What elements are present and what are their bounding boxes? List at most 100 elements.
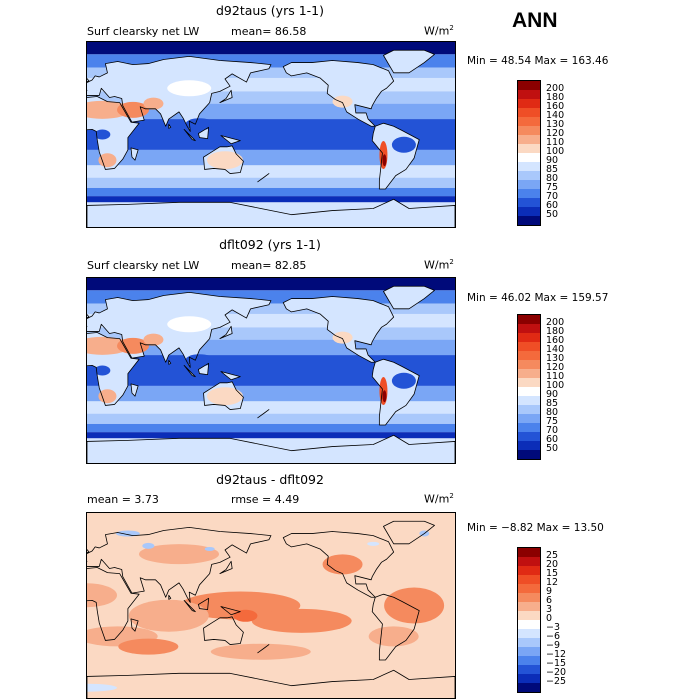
colorbar-segment <box>518 656 540 665</box>
colorbar-tick-label: 200 <box>546 317 565 328</box>
colorbar-segment <box>518 674 540 683</box>
panel-3-minmax: Min = −8.82 Max = 13.50 <box>467 522 604 534</box>
panel-3-title: d92taus - dflt092 <box>216 472 324 487</box>
colorbar-segment <box>518 638 540 647</box>
colorbar-segment <box>518 423 540 432</box>
colorbar-segment <box>518 611 540 620</box>
colorbar-segment <box>518 153 540 162</box>
colorbar-tick-label: 100 <box>546 380 565 391</box>
panel-1-map <box>86 41 456 228</box>
colorbar-segment <box>518 99 540 108</box>
colorbar-segment <box>518 593 540 602</box>
colorbar-segment <box>518 126 540 135</box>
colorbar-tick-label: 110 <box>546 371 565 382</box>
season-label: ANN <box>512 9 558 32</box>
colorbar-tick-label: 120 <box>546 128 565 139</box>
colorbar-segment <box>518 369 540 378</box>
colorbar-segment <box>518 351 540 360</box>
colorbar-segment <box>518 144 540 153</box>
colorbar-tick-label: 90 <box>546 155 559 166</box>
colorbar-segment <box>518 575 540 584</box>
panel-1-minmax: Min = 48.54 Max = 163.46 <box>467 55 609 67</box>
panel-3-left-label: mean = 3.73 <box>87 493 159 506</box>
colorbar-segment <box>518 647 540 656</box>
colorbar-segment <box>518 414 540 423</box>
colorbar-tick-label: 70 <box>546 191 559 202</box>
panel-2-left-label: Surf clearsky net LW <box>87 259 200 272</box>
colorbar-segment <box>518 629 540 638</box>
colorbar-segment <box>518 584 540 593</box>
colorbar-segment <box>518 557 540 566</box>
colorbar-segment <box>518 548 540 557</box>
colorbar-tick-label: −3 <box>546 622 561 633</box>
colorbar-tick-label: 20 <box>546 559 559 570</box>
colorbar-segment <box>518 342 540 351</box>
colorbar-segment <box>518 198 540 207</box>
colorbar-segment <box>518 683 540 692</box>
colorbar-segment <box>518 117 540 126</box>
colorbar-segment <box>518 216 540 225</box>
panel-1-colorbar <box>517 80 541 226</box>
colorbar-tick-label: 15 <box>546 568 559 579</box>
colorbar-tick-label: 120 <box>546 362 565 373</box>
colorbar-tick-label: 9 <box>546 586 553 597</box>
colorbar-segment <box>518 189 540 198</box>
panel-2-units: W/m2 <box>424 258 454 272</box>
colorbar-tick-label: 6 <box>546 595 553 606</box>
colorbar-tick-label: −12 <box>546 649 567 660</box>
colorbar-tick-label: 3 <box>546 604 553 615</box>
colorbar-tick-label: 160 <box>546 101 565 112</box>
colorbar-tick-label: 25 <box>546 550 559 561</box>
colorbar-segment <box>518 432 540 441</box>
colorbar-segment <box>518 378 540 387</box>
colorbar-tick-label: 85 <box>546 398 559 409</box>
colorbar-tick-label: 130 <box>546 353 565 364</box>
panel-3-stat-label: rmse = 4.49 <box>231 493 300 506</box>
colorbar-tick-label: 60 <box>546 200 559 211</box>
colorbar-segment <box>518 396 540 405</box>
colorbar-tick-label: −15 <box>546 658 567 669</box>
colorbar-tick-label: 80 <box>546 407 559 418</box>
colorbar-tick-label: 75 <box>546 182 559 193</box>
panel-3-units: W/m2 <box>424 492 454 506</box>
colorbar-tick-label: 110 <box>546 137 565 148</box>
panel-2-minmax: Min = 46.02 Max = 159.57 <box>467 292 609 304</box>
colorbar-segment <box>518 108 540 117</box>
colorbar-segment <box>518 441 540 450</box>
colorbar-segment <box>518 360 540 369</box>
colorbar-tick-label: 75 <box>546 416 559 427</box>
colorbar-tick-label: 0 <box>546 613 553 624</box>
colorbar-tick-label: −6 <box>546 631 561 642</box>
colorbar-tick-label: 50 <box>546 209 559 220</box>
colorbar-tick-label: 80 <box>546 173 559 184</box>
colorbar-tick-label: 100 <box>546 146 565 157</box>
colorbar-segment <box>518 450 540 459</box>
colorbar-segment <box>518 324 540 333</box>
colorbar-segment <box>518 566 540 575</box>
colorbar-tick-label: 90 <box>546 389 559 400</box>
colorbar-tick-label: −9 <box>546 640 561 651</box>
colorbar-segment <box>518 90 540 99</box>
colorbar-tick-label: 140 <box>546 110 565 121</box>
colorbar-tick-label: −20 <box>546 667 567 678</box>
panel-1-title: d92taus (yrs 1-1) <box>215 3 324 18</box>
colorbar-segment <box>518 135 540 144</box>
colorbar-segment <box>518 387 540 396</box>
colorbar-tick-label: 60 <box>546 434 559 445</box>
colorbar-tick-label: 180 <box>546 92 565 103</box>
colorbar-segment <box>518 602 540 611</box>
panel-1-stat-label: mean= 86.58 <box>231 25 307 38</box>
panel-1-left-label: Surf clearsky net LW <box>87 25 200 38</box>
colorbar-tick-label: 85 <box>546 164 559 175</box>
panel-2-stat-label: mean= 82.85 <box>231 259 307 272</box>
panel-1-units: W/m2 <box>424 24 454 38</box>
colorbar-segment <box>518 665 540 674</box>
colorbar-tick-label: 50 <box>546 443 559 454</box>
panel-3-colorbar <box>517 547 541 693</box>
colorbar-segment <box>518 620 540 629</box>
panel-2-colorbar <box>517 314 541 460</box>
colorbar-segment <box>518 81 540 90</box>
colorbar-tick-label: 12 <box>546 577 559 588</box>
colorbar-tick-label: −25 <box>546 676 567 687</box>
colorbar-tick-label: 140 <box>546 344 565 355</box>
